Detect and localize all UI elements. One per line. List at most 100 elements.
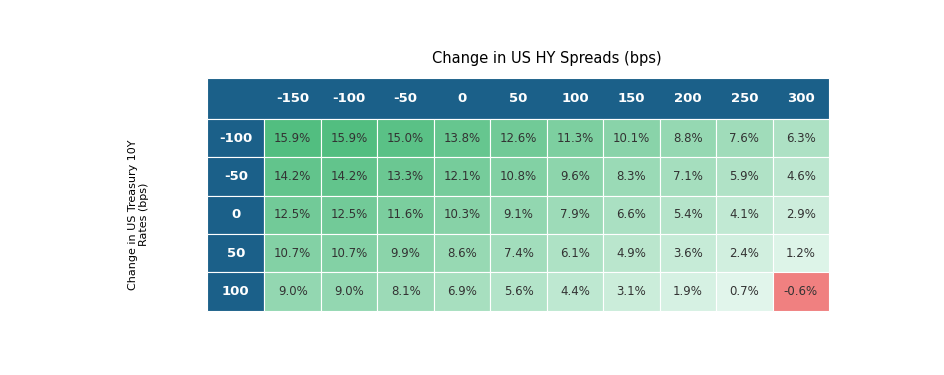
Text: 7.6%: 7.6% [730,132,759,144]
Text: 4.4%: 4.4% [560,285,590,298]
Text: 10.3%: 10.3% [444,208,480,221]
FancyBboxPatch shape [208,234,264,272]
FancyBboxPatch shape [660,119,716,157]
Text: Change in US HY Spreads (bps): Change in US HY Spreads (bps) [432,51,662,66]
FancyBboxPatch shape [208,196,264,234]
Text: 8.1%: 8.1% [391,285,420,298]
FancyBboxPatch shape [321,196,378,234]
Text: -50: -50 [224,170,248,183]
FancyBboxPatch shape [378,196,434,234]
FancyBboxPatch shape [321,157,378,196]
Text: 12.5%: 12.5% [274,208,312,221]
Text: 5.4%: 5.4% [673,208,703,221]
FancyBboxPatch shape [264,157,321,196]
FancyBboxPatch shape [547,157,603,196]
FancyBboxPatch shape [378,157,434,196]
FancyBboxPatch shape [547,272,603,310]
FancyBboxPatch shape [603,119,660,157]
FancyBboxPatch shape [208,78,829,119]
Text: 6.6%: 6.6% [616,208,647,221]
FancyBboxPatch shape [378,234,434,272]
Text: 4.9%: 4.9% [616,247,647,259]
Text: 11.3%: 11.3% [556,132,594,144]
Text: 4.6%: 4.6% [786,170,816,183]
Text: 7.4%: 7.4% [503,247,533,259]
FancyBboxPatch shape [547,196,603,234]
FancyBboxPatch shape [772,119,829,157]
FancyBboxPatch shape [264,234,321,272]
Text: 6.3%: 6.3% [786,132,816,144]
FancyBboxPatch shape [772,234,829,272]
FancyBboxPatch shape [321,234,378,272]
Text: -100: -100 [332,92,365,105]
Text: 11.6%: 11.6% [387,208,424,221]
FancyBboxPatch shape [490,234,547,272]
FancyBboxPatch shape [660,196,716,234]
FancyBboxPatch shape [660,157,716,196]
FancyBboxPatch shape [716,196,772,234]
Text: 12.6%: 12.6% [500,132,537,144]
FancyBboxPatch shape [264,272,321,310]
FancyBboxPatch shape [490,119,547,157]
FancyBboxPatch shape [603,157,660,196]
FancyBboxPatch shape [264,119,321,157]
Text: 4.1%: 4.1% [730,208,759,221]
FancyBboxPatch shape [490,272,547,310]
Text: 6.1%: 6.1% [560,247,590,259]
Text: 100: 100 [562,92,589,105]
Text: 150: 150 [617,92,646,105]
Text: 0: 0 [458,92,466,105]
Text: 3.1%: 3.1% [616,285,647,298]
Text: 9.0%: 9.0% [278,285,308,298]
Text: 12.5%: 12.5% [330,208,368,221]
Text: Change in US Treasury 10Y
Rates (bps): Change in US Treasury 10Y Rates (bps) [127,140,149,290]
FancyBboxPatch shape [547,234,603,272]
FancyBboxPatch shape [716,234,772,272]
Text: 9.9%: 9.9% [391,247,421,259]
FancyBboxPatch shape [434,272,490,310]
Text: -100: -100 [219,132,252,144]
Text: 3.6%: 3.6% [673,247,703,259]
Text: 1.9%: 1.9% [673,285,703,298]
FancyBboxPatch shape [772,196,829,234]
FancyBboxPatch shape [660,234,716,272]
Text: -150: -150 [277,92,310,105]
FancyBboxPatch shape [660,272,716,310]
FancyBboxPatch shape [321,272,378,310]
FancyBboxPatch shape [772,157,829,196]
FancyBboxPatch shape [716,119,772,157]
Text: 1.2%: 1.2% [786,247,816,259]
Text: -0.6%: -0.6% [784,285,818,298]
FancyBboxPatch shape [378,119,434,157]
FancyBboxPatch shape [716,272,772,310]
Text: 8.3%: 8.3% [616,170,647,183]
Text: 100: 100 [222,285,249,298]
Text: 9.1%: 9.1% [503,208,533,221]
Text: 7.9%: 7.9% [560,208,590,221]
Text: 15.9%: 15.9% [274,132,312,144]
Text: 6.9%: 6.9% [447,285,477,298]
Text: 10.1%: 10.1% [613,132,650,144]
FancyBboxPatch shape [490,157,547,196]
Text: 5.9%: 5.9% [730,170,759,183]
Text: 50: 50 [227,247,245,259]
Text: 13.3%: 13.3% [387,170,424,183]
FancyBboxPatch shape [434,119,490,157]
FancyBboxPatch shape [208,157,264,196]
FancyBboxPatch shape [434,196,490,234]
Text: 200: 200 [674,92,701,105]
FancyBboxPatch shape [208,119,264,157]
FancyBboxPatch shape [603,234,660,272]
FancyBboxPatch shape [603,196,660,234]
FancyBboxPatch shape [434,157,490,196]
Text: 2.4%: 2.4% [730,247,759,259]
FancyBboxPatch shape [208,272,264,310]
Text: 15.0%: 15.0% [387,132,424,144]
Text: 5.6%: 5.6% [504,285,533,298]
Text: 10.8%: 10.8% [500,170,537,183]
FancyBboxPatch shape [434,234,490,272]
FancyBboxPatch shape [547,119,603,157]
FancyBboxPatch shape [716,157,772,196]
FancyBboxPatch shape [378,272,434,310]
Text: 12.1%: 12.1% [444,170,480,183]
